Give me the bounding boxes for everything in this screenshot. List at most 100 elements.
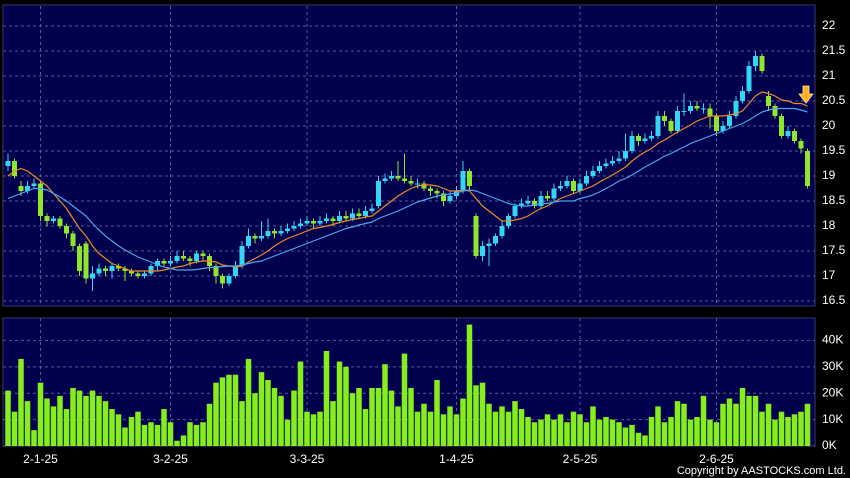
volume-bar [395,406,401,446]
candle-body [681,111,687,112]
volume-bar [479,382,486,446]
candle-body [525,201,531,204]
candle-body [291,226,297,229]
candle-body [467,171,472,186]
y-tick-label: 19.5 [822,143,846,157]
candle-body [753,56,758,66]
x-tick-label: 2-1-25 [23,452,58,466]
volume-bar [466,324,473,446]
volume-bar [343,366,349,446]
candle-body [746,66,752,91]
candle-body [519,203,524,206]
candle-body [96,268,102,274]
candle-body [90,273,95,279]
candle-body [259,236,264,239]
volume-bar [557,414,564,446]
volume-bar [564,422,570,446]
candle-body [5,161,11,166]
volume-bar [349,393,356,446]
volume-bar [414,411,421,446]
volume-bar [603,416,609,446]
volume-bar [434,380,440,446]
y-tick-label: 0K [822,438,837,452]
candle-body [148,266,154,274]
candle-body [330,218,336,221]
volume-bar [648,416,655,446]
candle-body [239,246,245,266]
volume-bar [174,440,180,446]
candle-body [77,246,82,271]
volume-bar [707,419,713,446]
volume-bar [18,358,24,446]
candle-body [285,228,290,231]
volume-bar [583,422,590,446]
volume-bar [681,403,687,446]
copyright: Copyright by AASTOCKS.com Ltd. [677,465,846,477]
candle-body [447,196,453,201]
volume-bar [336,361,343,446]
volume-bar [24,401,31,446]
volume-bar [141,424,148,446]
volume-bar [304,411,310,446]
candle-body [194,253,199,261]
volume-bar [674,401,681,446]
volume-bar [323,350,330,446]
volume-bar [460,398,466,446]
candle-body [441,193,446,201]
y-tick-label: 20.5 [822,93,846,107]
candle-body [213,266,219,276]
volume-bar [804,403,811,446]
volume-bar [551,419,557,446]
candle-body [571,181,576,191]
volume-bar [265,380,271,446]
volume-bar [154,424,161,446]
volume-bar [330,401,336,446]
candle-body [252,236,258,239]
volume-bar [115,414,122,446]
candle-body [662,116,667,121]
volume-bar [538,419,544,446]
candle-body [304,221,310,224]
volume-bar [297,361,304,446]
volume-bar [226,374,232,446]
volume-bar [785,416,791,446]
candle-body [103,268,108,271]
volume-bar [700,395,707,446]
volume-bar [629,424,635,446]
candle-body [161,261,167,264]
candle-body [142,273,147,276]
volume-bar [791,414,798,446]
candle-body [772,106,778,116]
volume-bar [713,422,720,446]
volume-bar [83,395,89,446]
candle-body [759,56,765,71]
volume-bar [694,416,700,446]
plot-layer: 16.5 17 17.5 18 18.5 19 19.5 20 20.5 21 21.5 22 0K 10… [3,6,846,466]
y-tick-label: 21 [822,68,836,82]
volume-bar [44,398,50,446]
candle-body [694,106,700,109]
candle-body [668,121,674,131]
volume-bar [11,411,18,446]
volume-bar [577,414,583,446]
signal-arrow [798,85,814,104]
volume-bar [310,414,317,446]
volume-bar [284,419,291,446]
volume-bar [5,390,11,446]
volume-bar [278,395,284,446]
candle-body [18,186,24,191]
y-tick-label: 10K [822,412,843,426]
candle-body [597,166,602,171]
candle-body [31,183,37,186]
volume-bar [421,403,427,446]
volume-bar [50,406,57,446]
candle-body [792,131,797,141]
volume-bar [128,416,135,446]
volume-bar [733,403,739,446]
candle-body [480,246,485,256]
candle-body [12,161,17,176]
candle-body [324,218,329,221]
volume-bar [369,387,375,446]
candle-body [70,233,76,246]
